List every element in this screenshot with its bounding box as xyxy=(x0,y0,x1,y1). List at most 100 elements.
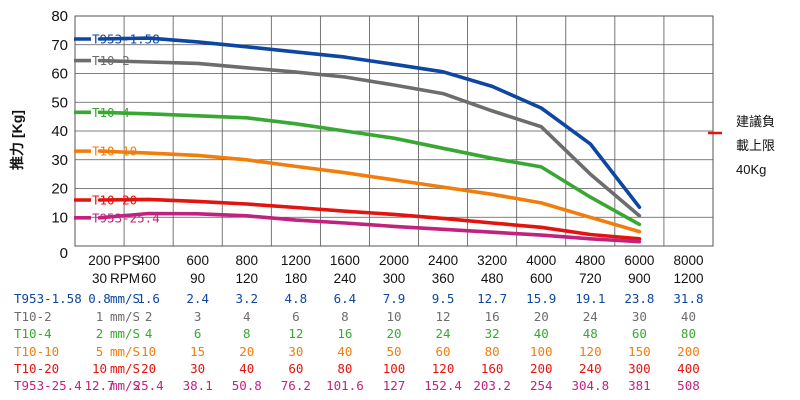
table-cell-speed: 15.9 xyxy=(526,291,556,306)
table-cell-speed: 16 xyxy=(337,326,352,341)
table-cell-speed: 4 xyxy=(145,326,153,341)
table-cell-speed: 120 xyxy=(432,361,455,376)
x-tick-rpm: 720 xyxy=(579,271,602,286)
x-tick-pps: 2400 xyxy=(428,253,458,268)
table-cell-speed: 12.7 xyxy=(84,378,114,393)
table-cell-speed: 0.8 xyxy=(88,291,111,306)
x-tick-rpm: 30 xyxy=(92,271,107,286)
table-row-unit: mm/S xyxy=(110,361,140,376)
table-cell-speed: 60 xyxy=(436,344,451,359)
annotation-text: 建議負 xyxy=(736,114,775,129)
table-cell-speed: 304.8 xyxy=(571,378,609,393)
x-tick-rpm: 480 xyxy=(481,271,504,286)
y-tick-label: 40 xyxy=(51,123,68,140)
table-cell-speed: 150 xyxy=(628,344,651,359)
table-cell-speed: 508 xyxy=(677,378,700,393)
x-tick-pps: 2000 xyxy=(379,253,409,268)
table-cell-speed: 10 xyxy=(386,309,401,324)
y-tick-label: 70 xyxy=(51,37,68,54)
table-cell-speed: 15 xyxy=(190,344,205,359)
table-cell-speed: 80 xyxy=(485,344,500,359)
x-tick-pps: 4000 xyxy=(526,253,556,268)
table-cell-speed: 100 xyxy=(530,344,553,359)
series-line xyxy=(97,58,642,218)
x-tick-rpm: 90 xyxy=(190,271,205,286)
table-cell-speed: 50 xyxy=(386,344,401,359)
legend-label: T10-10 xyxy=(92,144,137,159)
table-cell-speed: 30 xyxy=(190,361,205,376)
series-line xyxy=(97,110,642,227)
x-tick-pps: 200 xyxy=(88,253,111,268)
x-tick-pps: 600 xyxy=(186,253,209,268)
legend-label: T953-1.58 xyxy=(92,32,160,47)
table-cell-speed: 40 xyxy=(337,344,352,359)
table-cell-speed: 4.8 xyxy=(285,291,308,306)
table-cell-speed: 2.4 xyxy=(186,291,209,306)
series-line xyxy=(97,36,642,209)
table-cell-speed: 76.2 xyxy=(281,378,311,393)
table-cell-speed: 31.8 xyxy=(673,291,703,306)
y-axis-label: 推力 [Kg] xyxy=(9,110,25,170)
table-cell-speed: 24 xyxy=(583,309,598,324)
table-cell-speed: 1.6 xyxy=(137,291,160,306)
x-tick-rpm: 300 xyxy=(383,271,406,286)
table-cell-speed: 16 xyxy=(485,309,500,324)
annotation-text: 載上限 xyxy=(736,138,775,153)
table-row-unit: mm/S xyxy=(110,291,140,306)
table-cell-speed: 127 xyxy=(383,378,406,393)
x-tick-pps: 8000 xyxy=(673,253,703,268)
x-tick-pps: 1600 xyxy=(330,253,360,268)
x-tick-rpm: 360 xyxy=(432,271,455,286)
table-row-label: T953-1.58 xyxy=(14,291,82,306)
legend-label: T10-4 xyxy=(92,105,130,120)
table-cell-speed: 80 xyxy=(337,361,352,376)
table-cell-speed: 60 xyxy=(632,326,647,341)
table-cell-speed: 2 xyxy=(96,326,104,341)
table-row-unit: mm/S xyxy=(110,344,140,359)
table-cell-speed: 203.2 xyxy=(473,378,511,393)
table-cell-speed: 7.9 xyxy=(383,291,406,306)
legend-label: T10-20 xyxy=(92,193,137,208)
x-tick-rpm: 180 xyxy=(285,271,308,286)
table-cell-speed: 10 xyxy=(92,361,107,376)
table-cell-speed: 400 xyxy=(677,361,700,376)
table-cell-speed: 20 xyxy=(386,326,401,341)
table-cell-speed: 8 xyxy=(341,309,349,324)
table-cell-speed: 40 xyxy=(239,361,254,376)
table-cell-speed: 4 xyxy=(243,309,251,324)
table-cell-speed: 38.1 xyxy=(183,378,213,393)
table-row-label: T10-2 xyxy=(14,309,52,324)
annotation-text: 40Kg xyxy=(736,162,766,177)
y-tick-label: 0 xyxy=(60,245,68,262)
table-cell-speed: 200 xyxy=(530,361,553,376)
table-cell-speed: 48 xyxy=(583,326,598,341)
table-cell-speed: 19.1 xyxy=(575,291,605,306)
x-tick-rpm: 240 xyxy=(334,271,357,286)
table-cell-speed: 80 xyxy=(681,326,696,341)
table-cell-speed: 381 xyxy=(628,378,651,393)
table-cell-speed: 101.6 xyxy=(326,378,364,393)
y-tick-label: 30 xyxy=(51,152,68,169)
table-cell-speed: 30 xyxy=(288,344,303,359)
y-tick-label: 50 xyxy=(51,94,68,111)
table-cell-speed: 6 xyxy=(292,309,300,324)
x-tick-rpm: 60 xyxy=(141,271,156,286)
table-cell-speed: 30 xyxy=(632,309,647,324)
table-cell-speed: 23.8 xyxy=(624,291,654,306)
series-line xyxy=(97,211,642,244)
table-cell-speed: 24 xyxy=(436,326,451,341)
table-cell-speed: 12 xyxy=(436,309,451,324)
table-cell-speed: 100 xyxy=(383,361,406,376)
legend-label: T10-2 xyxy=(92,53,130,68)
table-row-unit: mm/S xyxy=(110,326,140,341)
table-row-unit: mm/S xyxy=(110,378,140,393)
series-line xyxy=(97,149,642,234)
legend-label: T953-25.4 xyxy=(92,210,160,225)
table-cell-speed: 160 xyxy=(481,361,504,376)
x-tick-pps: 1200 xyxy=(281,253,311,268)
table-cell-speed: 240 xyxy=(579,361,602,376)
table-cell-speed: 300 xyxy=(628,361,651,376)
